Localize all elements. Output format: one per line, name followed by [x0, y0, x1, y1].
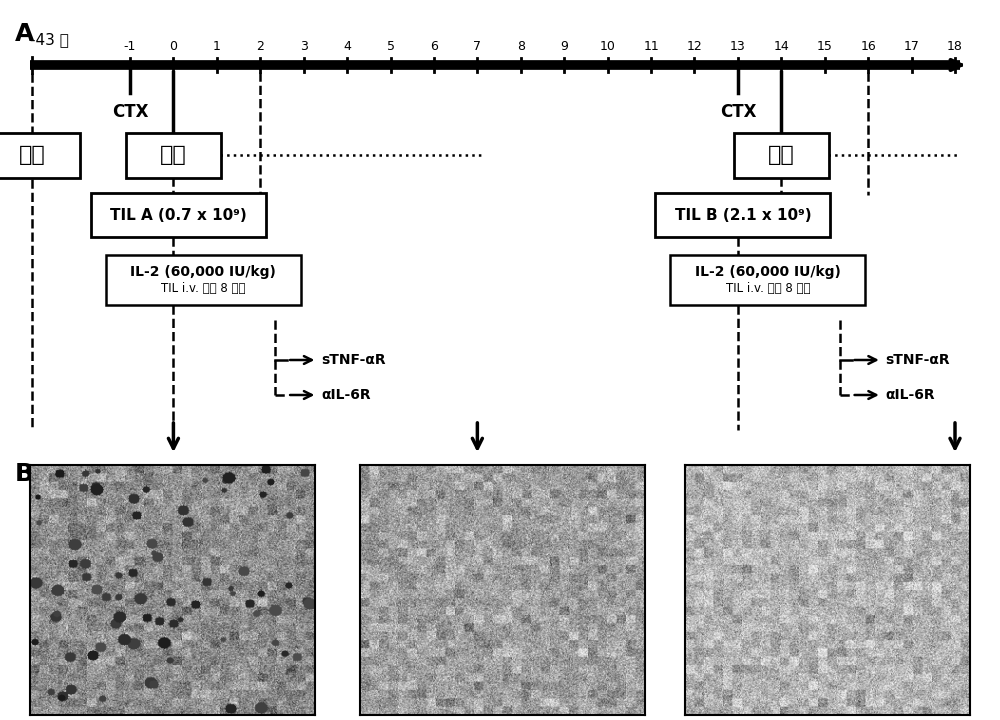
- Text: 13: 13: [730, 40, 746, 53]
- Text: αIL-6R: αIL-6R: [321, 388, 371, 402]
- Text: IL-2 (60,000 IU/kg): IL-2 (60,000 IU/kg): [130, 265, 276, 279]
- Text: -43 天: -43 天: [30, 32, 69, 47]
- Text: 14: 14: [773, 40, 789, 53]
- Bar: [670, 255, 865, 305]
- Text: 手术: 手术: [19, 145, 45, 165]
- Text: 10: 10: [600, 40, 616, 53]
- Text: 0: 0: [169, 40, 177, 53]
- Text: 6: 6: [430, 40, 438, 53]
- Text: 17: 17: [904, 40, 920, 53]
- Text: TIL i.v. 之后 8 小时: TIL i.v. 之后 8 小时: [161, 282, 246, 295]
- Text: 9: 9: [560, 40, 568, 53]
- Bar: [734, 132, 829, 178]
- Text: 8: 8: [517, 40, 525, 53]
- Text: TIL B (2.1 x 10⁹): TIL B (2.1 x 10⁹): [675, 207, 811, 222]
- Text: 2: 2: [256, 40, 264, 53]
- Bar: [126, 132, 221, 178]
- Text: 3: 3: [300, 40, 308, 53]
- Text: 手术: 手术: [160, 145, 187, 165]
- Text: -1: -1: [124, 40, 136, 53]
- Text: TIL i.v. 之后 8 小时: TIL i.v. 之后 8 小时: [726, 282, 810, 295]
- Text: TIL A (0.7 x 10⁹): TIL A (0.7 x 10⁹): [110, 207, 247, 222]
- Text: 11: 11: [643, 40, 659, 53]
- Text: B: B: [15, 462, 34, 486]
- Bar: [0, 132, 80, 178]
- Text: 16: 16: [860, 40, 876, 53]
- Text: CTX: CTX: [112, 103, 148, 121]
- Text: IL-2 (60,000 IU/kg): IL-2 (60,000 IU/kg): [695, 265, 841, 279]
- Bar: [106, 255, 301, 305]
- Bar: [655, 193, 830, 237]
- Text: αIL-6R: αIL-6R: [886, 388, 935, 402]
- Text: 1: 1: [213, 40, 221, 53]
- Text: 18: 18: [947, 40, 963, 53]
- Text: 7: 7: [473, 40, 481, 53]
- Text: 4: 4: [343, 40, 351, 53]
- Text: sTNF-αR: sTNF-αR: [321, 353, 386, 367]
- Text: 15: 15: [817, 40, 833, 53]
- Text: CTX: CTX: [720, 103, 756, 121]
- Text: 5: 5: [387, 40, 395, 53]
- Text: A: A: [15, 22, 34, 46]
- Text: sTNF-αR: sTNF-αR: [886, 353, 950, 367]
- Text: 12: 12: [687, 40, 702, 53]
- Bar: [91, 193, 266, 237]
- Text: 手术: 手术: [768, 145, 795, 165]
